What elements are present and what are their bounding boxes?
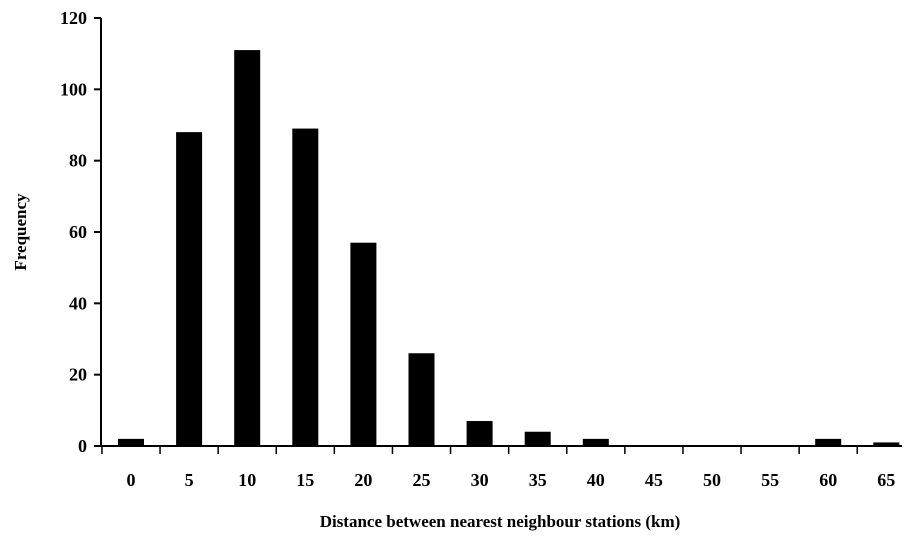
bars-group	[118, 50, 900, 447]
x-tick-label: 25	[413, 470, 431, 490]
x-tick-label: 35	[529, 470, 547, 490]
tick-labels-group: 0 20 40 60 80 100 120 0 5 10 15 20 25 30 35 40 45 50 55 60 6…	[60, 8, 895, 490]
x-tick-label: 30	[471, 470, 489, 490]
bar	[408, 353, 435, 446]
axes-group	[94, 17, 902, 454]
bar	[873, 442, 900, 446]
x-tick-label: 65	[877, 470, 895, 490]
y-tick-label: 60	[69, 222, 87, 242]
y-tick-label: 80	[69, 151, 87, 171]
bar	[582, 438, 609, 446]
y-tick-label: 120	[60, 8, 87, 28]
x-tick-label: 60	[819, 470, 837, 490]
y-tick-label: 100	[60, 79, 87, 99]
bar	[466, 421, 493, 446]
x-tick-label: 50	[703, 470, 721, 490]
x-tick-label: 55	[761, 470, 779, 490]
bar	[292, 128, 319, 447]
bar	[350, 242, 377, 446]
x-tick-label: 20	[354, 470, 372, 490]
bar	[176, 132, 203, 446]
y-tick-label: 40	[69, 293, 87, 313]
x-tick-label: 0	[127, 470, 136, 490]
x-tick-label: 45	[645, 470, 663, 490]
bar	[815, 438, 842, 446]
bar	[234, 50, 261, 446]
x-axis-title: Distance between nearest neighbour stati…	[320, 512, 681, 531]
bar	[118, 438, 144, 446]
x-tick-label: 40	[587, 470, 605, 490]
y-axis-title: Frequency	[11, 193, 30, 271]
x-tick-label: 10	[238, 470, 256, 490]
y-tick-label: 20	[69, 365, 87, 385]
bar	[524, 431, 551, 446]
x-tick-label: 5	[185, 470, 194, 490]
x-tick-label: 15	[296, 470, 314, 490]
y-tick-label: 0	[78, 436, 87, 456]
